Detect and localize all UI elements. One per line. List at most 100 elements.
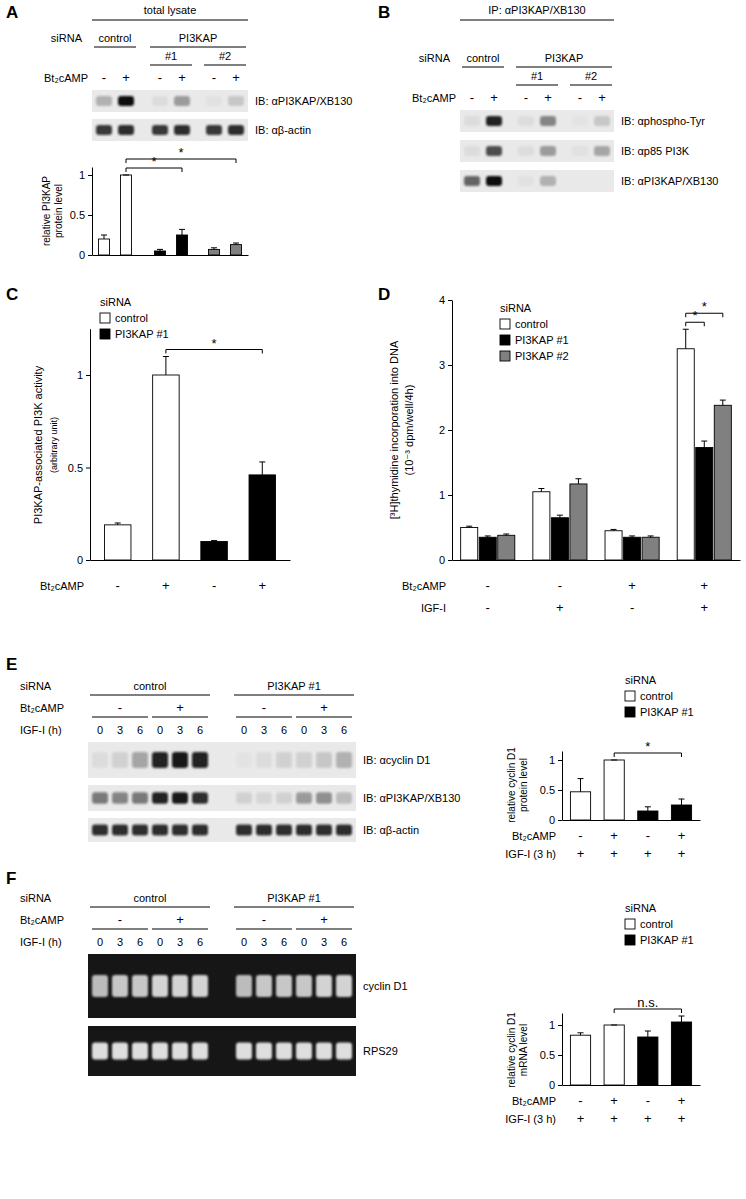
blot-band (118, 96, 134, 106)
lane-label: 3 (321, 936, 327, 948)
row-value: + (162, 578, 170, 593)
y-tick-mark (558, 760, 562, 761)
legend-label: control (115, 312, 148, 324)
error-bar (233, 243, 239, 245)
bar (231, 245, 242, 255)
treatment-rule (236, 929, 292, 930)
blot-band (152, 825, 168, 836)
legend-label: PI3KAP #1 (640, 934, 694, 946)
blot-band (132, 975, 148, 997)
sirna-label: siRNA (51, 32, 83, 44)
blot-strip (88, 954, 356, 1018)
blot-band (518, 146, 534, 156)
treatment-value: + (176, 700, 184, 715)
group-rule (94, 47, 136, 48)
error-bar (211, 248, 217, 250)
y-tick-label: 1 (79, 169, 85, 181)
y-axis: 01234 (439, 294, 453, 566)
legend-label: PI3KAP #1 (515, 334, 569, 346)
blot-band (518, 116, 534, 126)
plot-marks (99, 175, 242, 255)
legend-swatch (100, 329, 110, 339)
subgroup-label: #2 (219, 50, 231, 62)
blot-band (92, 975, 108, 997)
error-bar (575, 479, 581, 484)
group-label: PI3KAP (545, 52, 584, 64)
lane-label: 3 (261, 724, 267, 736)
blot-band (96, 96, 112, 106)
blot-row-label: IB: αβ-actin (363, 824, 419, 836)
blot-band (256, 1043, 272, 1060)
plot-marks (461, 329, 732, 560)
legend-title: siRNA (100, 296, 132, 308)
y-axis: 00.51 (68, 329, 91, 566)
error-bar (538, 489, 544, 492)
blot-band (336, 752, 352, 768)
y-axis-title: protein level (518, 758, 529, 812)
y-axis-title: (10⁻³ dpm/well/4h) (403, 385, 415, 476)
subgroup-rule (516, 85, 558, 86)
blot-row-label: RPS29 (363, 1045, 398, 1057)
bar-chart: 00.51Bt₂cAMP-+-+IGF-I (3 h)++++relative … (505, 902, 700, 1126)
bar (671, 805, 691, 820)
bar (638, 811, 658, 820)
lane-label: + (178, 70, 186, 85)
y-tick-mark (558, 1025, 562, 1026)
bar (570, 1035, 590, 1085)
lane-label: + (232, 70, 240, 85)
error-bar (683, 329, 689, 349)
error-bar (578, 779, 584, 792)
blot-band (276, 975, 292, 997)
legend-swatch (625, 935, 635, 945)
header-rule (92, 20, 248, 21)
bar (604, 760, 624, 820)
blot-band (152, 1043, 168, 1060)
legend-swatch (500, 319, 510, 329)
y-tick-label: 0.5 (68, 462, 83, 474)
lane-label: 3 (321, 724, 327, 736)
y-tick-label: 0 (439, 554, 445, 566)
treatment-value: + (176, 912, 184, 927)
x-axis-line (91, 560, 291, 561)
blot-strip (88, 742, 356, 778)
group-rule (234, 907, 354, 908)
blot-row-label: IB: αp85 PI3K (621, 145, 690, 157)
bar (461, 528, 478, 561)
blot-band (486, 146, 502, 156)
blot-band (92, 752, 108, 768)
blot-band (316, 1043, 332, 1060)
legend-label: control (640, 918, 673, 930)
blot-band (152, 125, 168, 135)
error-bar (123, 175, 129, 176)
panel-letter: C (6, 285, 18, 304)
lane-label: 6 (137, 724, 143, 736)
blot-band (152, 752, 168, 768)
row-value: + (678, 1111, 686, 1126)
blot-band (112, 792, 128, 804)
blot-band (112, 752, 128, 768)
error-bar (678, 799, 684, 805)
row-value: + (610, 1111, 618, 1126)
y-tick-mark (558, 790, 562, 791)
y-tick: 0.5 (68, 462, 90, 474)
significance-label: * (178, 145, 183, 160)
significance-label: * (645, 739, 650, 754)
row-value: + (678, 828, 686, 843)
lane-label: 3 (177, 936, 183, 948)
group-label: control (98, 32, 131, 44)
bar (201, 542, 228, 561)
blot-band (256, 825, 272, 836)
blot-band (112, 825, 128, 836)
lane-label: 0 (301, 724, 307, 736)
blot-header: IP: αPI3KAP/XB130 (488, 4, 585, 16)
y-tick-label: 3 (439, 359, 445, 371)
row-value: + (678, 1093, 686, 1108)
y-tick: 1 (77, 369, 90, 381)
row-value: - (558, 578, 562, 593)
time-label: IGF-I (h) (20, 936, 62, 948)
y-tick-label: 1 (439, 489, 445, 501)
y-tick-label: 2 (439, 424, 445, 436)
row-value: - (116, 578, 120, 593)
legend-title: siRNA (625, 902, 657, 914)
lane-label: 6 (197, 724, 203, 736)
